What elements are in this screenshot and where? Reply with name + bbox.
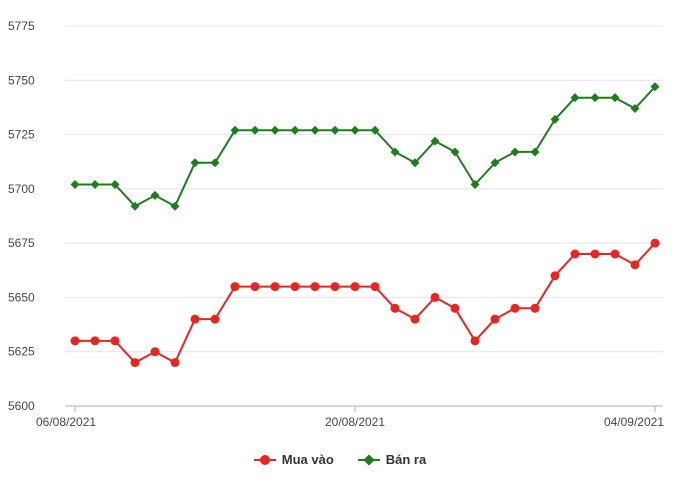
y-tick-label: 5650 — [8, 290, 35, 304]
legend-item-ban-ra[interactable]: Bán ra — [357, 452, 427, 467]
data-point[interactable] — [230, 282, 240, 292]
legend-label-mua-vao: Mua vào — [281, 452, 334, 467]
data-point[interactable] — [90, 180, 100, 190]
data-point[interactable] — [250, 125, 260, 135]
data-point[interactable] — [350, 125, 360, 135]
data-point[interactable] — [110, 336, 120, 346]
y-tick-label: 5725 — [8, 128, 35, 142]
data-point[interactable] — [610, 93, 620, 103]
data-point[interactable] — [330, 282, 340, 292]
legend-label-ban-ra: Bán ra — [385, 452, 427, 467]
data-point[interactable] — [210, 158, 220, 168]
data-point[interactable] — [430, 292, 440, 302]
x-tick-label: 06/08/2021 — [36, 415, 96, 429]
data-point[interactable] — [370, 125, 380, 135]
data-point[interactable] — [90, 336, 100, 346]
data-point[interactable] — [110, 180, 120, 190]
data-point[interactable] — [650, 238, 660, 248]
data-point[interactable] — [510, 303, 520, 313]
data-point[interactable] — [650, 82, 660, 92]
y-axis: 5600 5625 5650 5675 5700 5725 5750 5775 — [8, 19, 35, 413]
data-point[interactable] — [270, 125, 280, 135]
data-point[interactable] — [470, 180, 480, 190]
data-point[interactable] — [590, 249, 600, 259]
data-point[interactable] — [70, 180, 80, 190]
series-group — [70, 82, 660, 368]
data-point[interactable] — [630, 260, 640, 270]
data-point[interactable] — [590, 93, 600, 103]
data-point[interactable] — [410, 314, 420, 324]
data-point[interactable] — [550, 271, 560, 281]
data-point[interactable] — [410, 158, 420, 168]
data-point[interactable] — [210, 314, 220, 324]
y-tick-label: 5750 — [8, 73, 35, 87]
data-point[interactable] — [490, 158, 500, 168]
data-point[interactable] — [490, 314, 500, 324]
data-point[interactable] — [430, 136, 440, 146]
data-point[interactable] — [570, 93, 580, 103]
data-point[interactable] — [70, 336, 80, 346]
data-point[interactable] — [530, 303, 540, 313]
data-point[interactable] — [570, 249, 580, 259]
legend-item-mua-vao[interactable]: Mua vào — [253, 452, 334, 467]
data-point[interactable] — [310, 125, 320, 135]
y-tick-label: 5700 — [8, 182, 35, 196]
data-point[interactable] — [250, 282, 260, 292]
data-point[interactable] — [130, 358, 140, 368]
x-tick-label: 20/08/2021 — [325, 415, 385, 429]
data-point[interactable] — [370, 282, 380, 292]
data-point[interactable] — [150, 347, 160, 357]
data-point[interactable] — [610, 249, 620, 259]
data-point[interactable] — [390, 303, 400, 313]
grid-lines — [65, 25, 663, 407]
data-point[interactable] — [290, 125, 300, 135]
data-point[interactable] — [550, 114, 560, 124]
data-point[interactable] — [530, 147, 540, 157]
data-point[interactable] — [190, 314, 200, 324]
x-axis: 06/08/2021 20/08/2021 04/09/2021 — [36, 406, 664, 429]
series-line-mua-vao — [75, 242, 656, 364]
data-point[interactable] — [390, 147, 400, 157]
data-point[interactable] — [470, 336, 480, 346]
data-point[interactable] — [190, 158, 200, 168]
data-point[interactable] — [450, 303, 460, 313]
data-point[interactable] — [150, 190, 160, 200]
data-point[interactable] — [170, 358, 180, 368]
y-tick-label: 5625 — [8, 345, 35, 359]
x-tick-label: 04/09/2021 — [604, 415, 664, 429]
data-point[interactable] — [290, 282, 300, 292]
legend-marker-mua-vao — [253, 454, 276, 466]
series-ban-ra — [70, 82, 660, 211]
data-point[interactable] — [230, 125, 240, 135]
y-tick-label: 5675 — [8, 236, 35, 250]
data-point[interactable] — [350, 282, 360, 292]
legend-marker-ban-ra — [357, 453, 380, 466]
series-mua-vao — [70, 238, 660, 368]
y-tick-label: 5600 — [8, 399, 35, 413]
data-point[interactable] — [450, 147, 460, 157]
data-point[interactable] — [510, 147, 520, 157]
data-point[interactable] — [330, 125, 340, 135]
data-point[interactable] — [170, 201, 180, 211]
data-point[interactable] — [130, 201, 140, 211]
data-point[interactable] — [310, 282, 320, 292]
series-line-ban-ra — [75, 86, 656, 208]
legend: Mua vào Bán ra — [0, 452, 680, 467]
data-point[interactable] — [270, 282, 280, 292]
data-point[interactable] — [630, 104, 640, 114]
y-tick-label: 5775 — [8, 19, 35, 33]
